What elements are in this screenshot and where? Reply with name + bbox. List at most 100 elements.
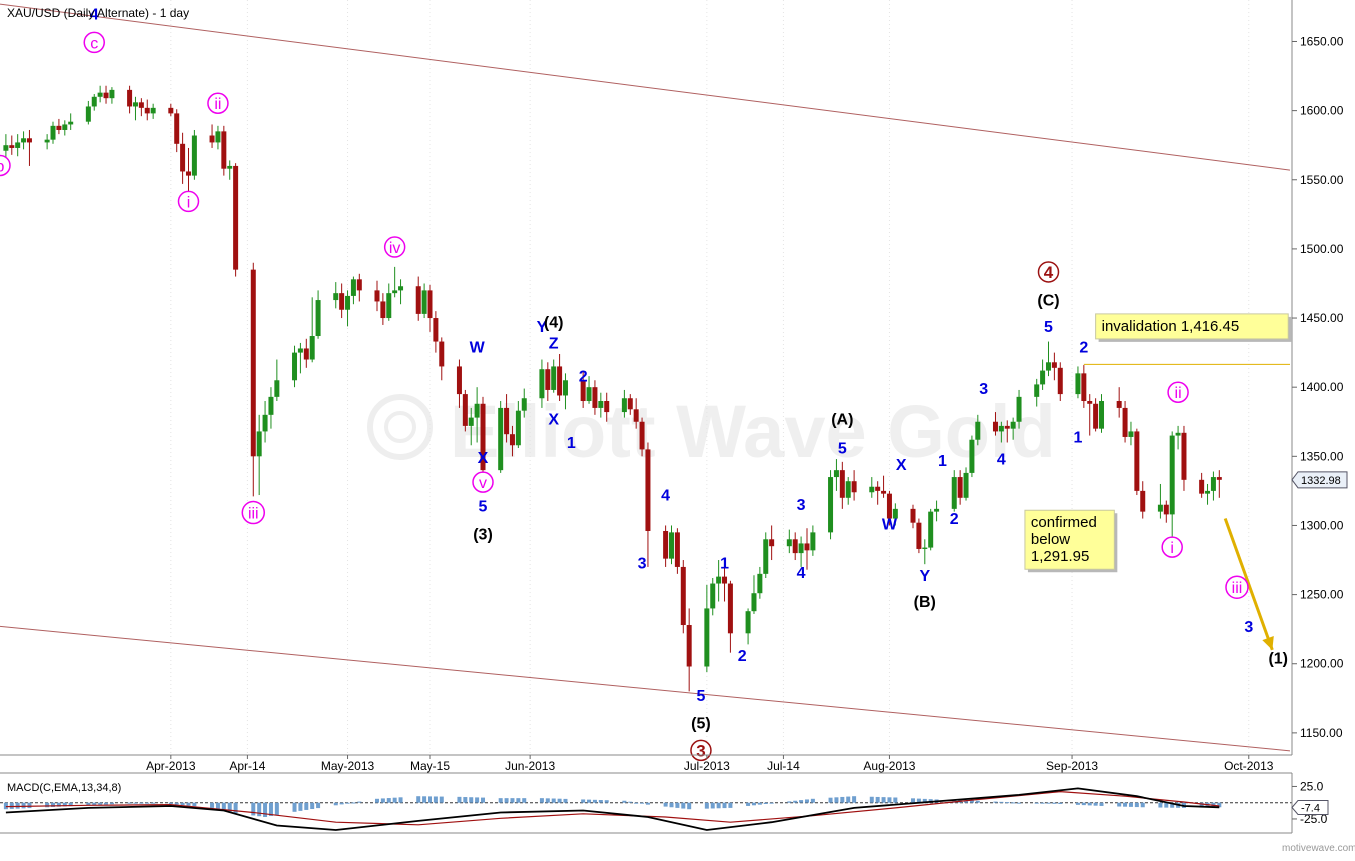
- price-tick-label: 1350.00: [1300, 449, 1344, 463]
- macd-histogram-bar: [834, 797, 839, 803]
- wave-label: iii: [248, 506, 259, 523]
- macd-histogram-bar: [510, 798, 515, 803]
- forecast-arrow-shaft: [1223, 518, 1274, 651]
- wave-label: 4: [1044, 263, 1054, 282]
- candle-body: [745, 611, 751, 634]
- macd-histogram-bar: [975, 800, 980, 803]
- macd-histogram-bar: [1217, 802, 1222, 808]
- macd-histogram-bar: [928, 799, 933, 803]
- candle-body: [91, 96, 97, 107]
- candle-body: [138, 102, 144, 108]
- wave-label: ii: [214, 96, 221, 113]
- candle-body: [545, 369, 551, 390]
- macd-histogram-bar: [374, 798, 379, 803]
- note-text: below: [1031, 531, 1070, 548]
- time-tick-label: Sep-2013: [1046, 759, 1098, 773]
- candle-body: [1140, 490, 1146, 512]
- macd-histogram-bar: [133, 802, 138, 804]
- candle-body: [185, 171, 191, 176]
- candle-body: [645, 449, 651, 531]
- candle-body: [386, 293, 392, 319]
- candle-body: [109, 89, 115, 99]
- forecast-arrow-head: [1262, 635, 1274, 650]
- candle-body: [509, 434, 515, 446]
- candle-body: [1093, 403, 1099, 429]
- macd-signal-line: [5, 790, 1220, 826]
- candle-body: [881, 490, 887, 494]
- candle-body: [686, 625, 692, 667]
- macd-histogram-bar: [704, 802, 709, 809]
- candle-body: [1128, 431, 1134, 437]
- macd-histogram-bar: [151, 802, 156, 804]
- candle-body: [1016, 396, 1022, 422]
- macd-histogram-bar: [875, 796, 880, 803]
- macd-histogram-bar: [416, 796, 421, 803]
- candle-body: [1081, 373, 1087, 402]
- macd-histogram-bar: [21, 802, 26, 809]
- macd-histogram-bar: [1034, 802, 1039, 804]
- candle-body: [910, 508, 916, 523]
- candle-body: [1051, 362, 1057, 368]
- wave-label: 2: [950, 511, 959, 528]
- macd-histogram-bar: [9, 802, 14, 809]
- macd-histogram-bar: [557, 798, 562, 803]
- candle-body: [356, 279, 362, 291]
- macd-histogram-bar: [634, 802, 639, 804]
- macd-histogram-bar: [804, 799, 809, 803]
- wave-label: W: [470, 340, 486, 357]
- price-tick-label: 1600.00: [1300, 104, 1344, 118]
- macd-histogram-bar: [675, 802, 680, 808]
- wave-label: i: [187, 194, 191, 211]
- macd-histogram-bar: [310, 802, 315, 810]
- macd-histogram-bar: [457, 796, 462, 803]
- wave-label: 4: [797, 565, 806, 582]
- note-box: [1095, 313, 1289, 340]
- macd-histogram-bar: [1040, 802, 1045, 804]
- wave-label: 1: [938, 453, 947, 470]
- candle-body: [427, 290, 433, 319]
- macd-histogram-bar: [922, 798, 927, 803]
- price-tick-label: 1650.00: [1300, 34, 1344, 48]
- macd-histogram-bar: [869, 796, 874, 803]
- wave-label-circle: [241, 500, 266, 525]
- candle-body: [751, 593, 757, 612]
- candle-body: [845, 481, 851, 498]
- candle-body: [916, 522, 922, 549]
- candle-body: [415, 286, 421, 314]
- macd-histogram-bar: [911, 798, 916, 803]
- macd-histogram-bar: [1158, 802, 1163, 808]
- macd-histogram-bar: [428, 796, 432, 803]
- macd-histogram-bar: [357, 801, 362, 803]
- wave-label: 4: [90, 6, 99, 23]
- macd-histogram-bar: [398, 797, 403, 803]
- candle-body: [103, 92, 109, 99]
- macd-histogram-bar: [304, 802, 309, 810]
- wave-label: 2: [1079, 340, 1088, 357]
- candle-body: [722, 576, 728, 584]
- wave-label: 3: [696, 741, 705, 760]
- macd-histogram-bar: [168, 802, 173, 804]
- candle-body: [1205, 490, 1211, 494]
- macd-histogram-bar: [964, 800, 969, 803]
- candle-body: [1181, 432, 1187, 480]
- macd-histogram-bar: [1075, 802, 1080, 805]
- macd-histogram-bar: [56, 802, 61, 807]
- macd-histogram-bar: [587, 799, 592, 803]
- candle-body: [886, 493, 892, 519]
- chart-title: XAU/USD (Daily Alternate) - 1 day: [7, 6, 189, 20]
- candle-body: [215, 131, 221, 143]
- macd-histogram-bar: [1117, 802, 1122, 807]
- candle-body: [521, 398, 527, 411]
- macd-value-label: -7.4: [1301, 803, 1320, 815]
- macd-histogram-bar: [339, 802, 344, 805]
- macd-histogram-bar: [681, 802, 686, 809]
- time-tick-label: Jul-14: [767, 759, 800, 773]
- candle-body: [333, 293, 339, 301]
- macd-histogram-bar: [592, 799, 597, 803]
- candle-body: [604, 401, 610, 413]
- price-tick-label: 1150.00: [1300, 726, 1343, 740]
- candle-body: [456, 366, 462, 395]
- time-tick-label: May-2013: [321, 759, 375, 773]
- candle-body: [828, 477, 834, 533]
